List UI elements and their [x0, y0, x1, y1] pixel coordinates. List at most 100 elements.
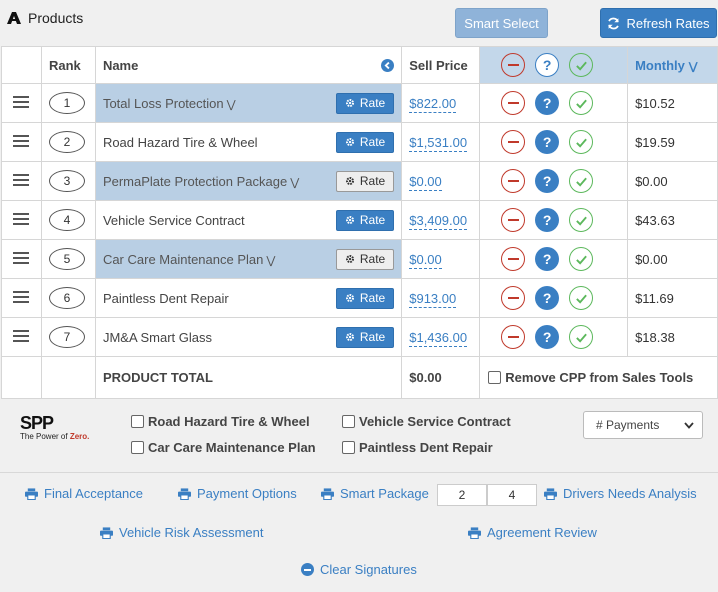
drag-handle-cell[interactable]: [1, 239, 42, 279]
decline-icon[interactable]: [501, 169, 526, 193]
sell-price-value[interactable]: $0.00: [409, 251, 442, 269]
accept-icon[interactable]: [569, 325, 594, 349]
accept-icon[interactable]: [569, 91, 594, 115]
question-icon[interactable]: ?: [535, 169, 560, 193]
vehicle-risk-link[interactable]: Vehicle Risk Assessment: [100, 525, 264, 540]
decline-icon[interactable]: [501, 91, 526, 115]
decline-icon[interactable]: [501, 247, 526, 271]
drag-handle-cell[interactable]: [1, 278, 42, 318]
paintless-option[interactable]: Paintless Dent Repair: [342, 440, 493, 455]
decline-icon[interactable]: [501, 130, 526, 154]
clear-signatures-link[interactable]: Clear Signatures: [301, 562, 417, 577]
rank-column-header[interactable]: Rank: [40, 46, 96, 84]
accept-icon[interactable]: [569, 286, 594, 310]
rate-button[interactable]: Rate: [335, 326, 395, 348]
question-all-icon[interactable]: ?: [535, 53, 560, 77]
question-icon[interactable]: ?: [535, 91, 560, 115]
rank-badge[interactable]: 4: [48, 209, 85, 231]
accept-icon[interactable]: [569, 130, 594, 154]
drag-handle-cell[interactable]: [1, 161, 42, 201]
rank-badge[interactable]: 1: [48, 92, 85, 114]
monthly-column-header[interactable]: Monthly ⋁: [627, 46, 718, 84]
question-icon[interactable]: ?: [535, 325, 560, 349]
rate-button-label: Rate: [359, 135, 386, 149]
drag-handle-cell[interactable]: [1, 317, 42, 357]
spp-tagline: The Power of Zero.: [20, 432, 89, 441]
name-column-header[interactable]: Name: [94, 46, 403, 84]
accept-icon[interactable]: [569, 247, 594, 271]
drivers-needs-label: Drivers Needs Analysis: [563, 486, 697, 501]
car-care-checkbox[interactable]: [131, 441, 144, 454]
remove-all-icon[interactable]: [501, 53, 526, 77]
drag-handle-icon[interactable]: [13, 288, 30, 306]
vehicle-service-checkbox[interactable]: [342, 415, 355, 428]
rank-badge[interactable]: 3: [48, 170, 85, 192]
car-care-option[interactable]: Car Care Maintenance Plan: [131, 440, 316, 455]
package-input-1[interactable]: 2: [437, 484, 487, 506]
rank-badge[interactable]: 5: [48, 248, 85, 270]
question-icon[interactable]: ?: [535, 247, 560, 271]
smart-package-link[interactable]: Smart Package: [321, 486, 429, 501]
vehicle-service-option[interactable]: Vehicle Service Contract: [342, 414, 511, 429]
question-icon[interactable]: ?: [535, 208, 560, 232]
drag-handle-icon[interactable]: [13, 249, 30, 267]
drag-handle-icon[interactable]: [13, 327, 30, 345]
question-icon[interactable]: ?: [535, 130, 560, 154]
gear-icon: [345, 138, 354, 146]
rate-button[interactable]: Rate: [335, 248, 395, 270]
product-name[interactable]: Car Care Maintenance Plan ⋁: [103, 252, 275, 267]
payments-select[interactable]: # Payments: [583, 411, 703, 439]
payment-options-link[interactable]: Payment Options: [178, 486, 297, 501]
drag-handle-icon[interactable]: [13, 93, 30, 111]
drag-handle-cell[interactable]: [1, 83, 42, 123]
drag-handle-cell[interactable]: [1, 122, 42, 162]
accept-icon[interactable]: [569, 169, 594, 193]
rate-button[interactable]: Rate: [335, 92, 395, 114]
sell-price-value[interactable]: $0.00: [409, 173, 442, 191]
sell-price-column-header[interactable]: Sell Price: [401, 46, 481, 84]
road-hazard-checkbox[interactable]: [131, 415, 144, 428]
expand-chevrons-icon[interactable]: ⋁: [266, 254, 276, 267]
drag-handle-cell[interactable]: [1, 200, 42, 240]
sell-price-value[interactable]: $822.00: [409, 95, 457, 113]
monthly-column-label: Monthly: [635, 57, 685, 73]
accept-all-icon[interactable]: [569, 53, 594, 77]
drag-handle-icon[interactable]: [13, 132, 30, 150]
sell-price-value[interactable]: $1,436.00: [409, 329, 468, 347]
rank-badge[interactable]: 6: [48, 287, 85, 309]
drivers-needs-link[interactable]: Drivers Needs Analysis: [544, 486, 697, 501]
agreement-review-link[interactable]: Agreement Review: [468, 525, 597, 540]
decline-icon[interactable]: [501, 208, 526, 232]
checkbox-box[interactable]: [488, 371, 502, 384]
rank-badge[interactable]: 7: [48, 326, 85, 348]
sort-chevrons-icon: ⋁: [688, 60, 698, 73]
rate-button[interactable]: Rate: [335, 131, 395, 153]
product-name[interactable]: Total Loss Protection ⋁: [103, 96, 236, 111]
rate-button[interactable]: Rate: [335, 170, 395, 192]
sell-price-value[interactable]: $913.00: [409, 290, 457, 308]
refresh-rates-button[interactable]: Refresh Rates: [600, 8, 717, 38]
accept-icon[interactable]: [569, 208, 594, 232]
drag-handle-icon[interactable]: [13, 210, 30, 228]
expand-chevrons-icon[interactable]: ⋁: [290, 176, 300, 189]
collapse-left-icon[interactable]: [381, 58, 395, 72]
rate-button[interactable]: Rate: [335, 287, 395, 309]
final-acceptance-link[interactable]: Final Acceptance: [25, 486, 143, 501]
rank-badge[interactable]: 2: [48, 131, 85, 153]
question-icon[interactable]: ?: [535, 286, 560, 310]
smart-select-button[interactable]: Smart Select: [455, 8, 548, 38]
decline-icon[interactable]: [501, 325, 526, 349]
expand-chevrons-icon[interactable]: ⋁: [226, 98, 236, 111]
page-title: Products: [28, 10, 84, 26]
drag-handle-icon[interactable]: [13, 171, 30, 189]
remove-cpp-checkbox[interactable]: Remove CPP from Sales Tools: [488, 370, 710, 385]
decline-icon[interactable]: [501, 286, 526, 310]
car-care-option-label: Car Care Maintenance Plan: [148, 440, 316, 455]
road-hazard-option[interactable]: Road Hazard Tire & Wheel: [131, 414, 310, 429]
product-name[interactable]: PermaPlate Protection Package ⋁: [103, 174, 299, 189]
rate-button[interactable]: Rate: [335, 209, 395, 231]
sell-price-value[interactable]: $3,409.00: [409, 212, 468, 230]
sell-price-value[interactable]: $1,531.00: [409, 134, 468, 152]
paintless-checkbox[interactable]: [342, 441, 355, 454]
package-input-2[interactable]: 4: [487, 484, 537, 506]
